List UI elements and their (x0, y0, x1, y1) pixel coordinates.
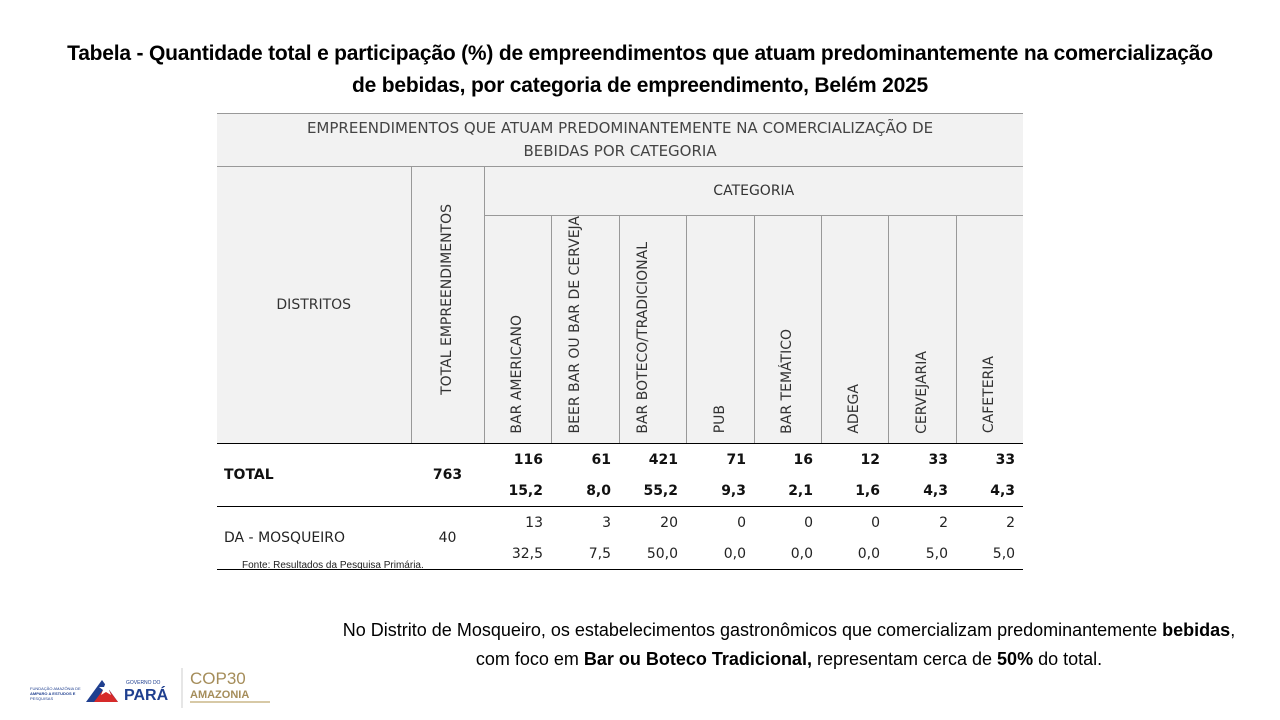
cell-count: 0 (871, 514, 880, 531)
header-categoria: CATEGORIA (484, 166, 1024, 216)
svg-text:FUNDAÇÃO AMAZÔNIA DE: FUNDAÇÃO AMAZÔNIA DE (30, 686, 81, 691)
header-distritos: DISTRITOS (217, 166, 412, 445)
cell-count: 13 (525, 514, 543, 531)
cell-count: 16 (793, 451, 813, 468)
cell-count: 71 (726, 451, 746, 468)
header-cat-adega: ADEGA (821, 215, 889, 445)
data-table: EMPREENDIMENTOS QUE ATUAM PREDOMINANTEME… (217, 113, 1024, 571)
cell-count: 12 (860, 451, 880, 468)
cell-percent: 0,0 (821, 538, 888, 571)
header-cat-boteco: BAR BOTECO/TRADICIONAL (619, 215, 687, 445)
cell-count: 2 (939, 514, 948, 531)
cell-percent: 4,3 (956, 475, 1024, 508)
cell-percent: 50,0 (619, 538, 686, 571)
cell-count: 0 (804, 514, 813, 531)
header-cat-cervejaria: CERVEJARIA (888, 215, 957, 445)
cell-count: 3 (602, 514, 611, 531)
cell-count: 33 (995, 451, 1016, 468)
cell-percent: 4,3 (888, 475, 956, 508)
header-cat-bar-americano: BAR AMERICANO (484, 215, 552, 445)
row-label-total: TOTAL (217, 443, 411, 508)
svg-text:AMAZONIA: AMAZONIA (190, 689, 249, 701)
source-note: Fonte: Resultados da Pesquisa Primária. (242, 560, 424, 571)
cell-count: 2 (1006, 514, 1016, 531)
footer-logos: FUNDAÇÃO AMAZÔNIA DE AMPARO A ESTUDOS E … (30, 668, 270, 708)
row-total-mosqueiro: 40 (411, 506, 484, 571)
cell-percent: 1,6 (821, 475, 888, 508)
fapespa-logo: FUNDAÇÃO AMAZÔNIA DE AMPARO A ESTUDOS E … (30, 686, 81, 701)
row-total-total: 763 (411, 443, 484, 508)
cop30-logo: COP30 AMAZONIA (190, 669, 270, 703)
svg-text:GOVERNO DO: GOVERNO DO (126, 680, 161, 686)
svg-text:AMPARO A ESTUDOS E: AMPARO A ESTUDOS E (30, 691, 76, 696)
cell-percent: 0,0 (754, 538, 821, 571)
header-cat-bar-tematico: BAR TEMÁTICO (754, 215, 822, 445)
cell-percent: 5,0 (956, 538, 1024, 571)
banner-line-1: EMPREENDIMENTOS QUE ATUAM PREDOMINANTEME… (306, 119, 934, 137)
header-total-empreendimentos: TOTAL EMPREENDIMENTOS (411, 166, 485, 445)
cell-percent: 0,0 (686, 538, 754, 571)
header-total-label: TOTAL EMPREENDIMENTOS (439, 203, 455, 395)
cell-percent: 5,0 (888, 538, 956, 571)
cell-percent: 7,5 (551, 538, 619, 571)
star-icon (99, 682, 113, 695)
cell-percent: 8,0 (551, 475, 619, 508)
header-cat-beer-bar: BEER BAR OU BAR DE CERVEJA (551, 215, 620, 445)
cell-percent: 32,5 (484, 538, 551, 571)
svg-text:COP30: COP30 (190, 669, 246, 688)
para-government-logo: GOVERNO DO PARÁ (86, 680, 169, 704)
banner-line-2: BEBIDAS POR CATEGORIA (523, 142, 717, 160)
cell-count: 0 (737, 514, 746, 531)
svg-text:PARÁ: PARÁ (124, 685, 169, 704)
cell-percent: 55,2 (619, 475, 686, 508)
cell-count: 421 (648, 451, 678, 468)
table-row-total-percents: 15,2 8,0 55,2 9,3 2,1 1,6 4,3 4,3 (217, 475, 1024, 508)
table-row-total-counts: TOTAL 763 116 61 421 71 16 12 33 33 (217, 443, 1023, 508)
header-cat-pub: PUB (686, 215, 755, 445)
table-row-mosqueiro-percents: 32,5 7,5 50,0 0,0 0,0 0,0 5,0 5,0 (217, 538, 1024, 571)
cell-percent: 15,2 (484, 475, 551, 508)
summary-note: No Distrito de Mosqueiro, os estabelecim… (342, 620, 1236, 669)
row-label-mosqueiro: DA - MOSQUEIRO (217, 506, 411, 571)
cell-percent: 9,3 (686, 475, 754, 508)
cell-count: 33 (928, 451, 948, 468)
cell-count: 116 (513, 451, 543, 468)
header-cat-cafeteria: CAFETERIA (956, 215, 1024, 445)
cell-count: 20 (660, 514, 678, 531)
table-banner: EMPREENDIMENTOS QUE ATUAM PREDOMINANTEME… (217, 113, 1024, 167)
svg-text:PESQUISAS: PESQUISAS (30, 696, 53, 701)
page-title: Tabela - Quantidade total e participação… (67, 42, 1213, 97)
table-row-mosqueiro-counts: DA - MOSQUEIRO 40 13 3 20 0 0 0 2 2 (217, 506, 1023, 571)
cell-percent: 2,1 (754, 475, 821, 508)
cell-count: 61 (591, 451, 611, 468)
